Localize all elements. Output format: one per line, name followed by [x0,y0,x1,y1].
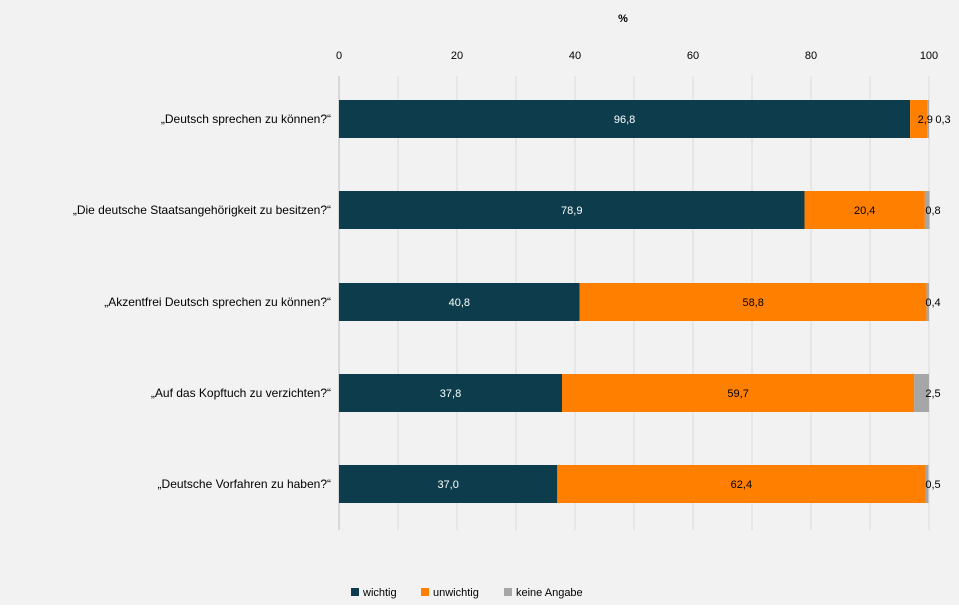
x-tick-label: 60 [687,50,699,62]
legend-item: wichtig [351,587,397,599]
bar-segment-unwichtig [579,283,927,321]
legend: wichtig unwichtig keine Angabe [351,587,583,599]
data-label: 96,8 [614,114,635,126]
bar-row: „Deutsche Vorfahren zu haben?“ 37,0 62,4 0,… [158,465,941,503]
data-label: 0,3 [935,114,950,126]
bar-row: „Deutsch sprechen zu können?“ 96,8 2,9 0,3 [161,100,951,138]
bar-segment-unwichtig [557,465,926,503]
x-tick-label: 40 [569,50,581,62]
legend-item: keine Angabe [504,587,583,599]
bar-segment-wichtig [339,283,580,321]
legend-swatch [421,588,429,596]
category-label: „Deutsche Vorfahren zu haben?“ [158,477,331,491]
bars: „Deutsch sprechen zu können?“ 96,8 2,9 0,3„… [73,100,951,503]
category-label: „Deutsch sprechen zu können?“ [161,112,331,126]
bar-segment-keine-Angabe [925,465,929,503]
legend-swatch [351,588,359,596]
legend-label: wichtig [362,587,397,599]
x-tick-label: 20 [451,50,463,62]
data-label: 0,4 [925,297,940,309]
x-tick-label: 100 [920,50,938,62]
legend-item: unwichtig [421,587,479,599]
data-label: 78,9 [561,205,582,217]
bar-segment-keine-Angabe [926,283,929,321]
category-label: „Akzentfrei Deutsch sprechen zu können?“ [104,295,331,309]
bar-segment-unwichtig [804,191,925,229]
x-tick-label: 0 [336,50,342,62]
data-label: 40,8 [449,297,470,309]
bar-row: „Auf das Kopftuch zu verzichten?“ 37,8 59,… [151,374,941,412]
x-axis-ticks: 0 20 40 60 80 100 [336,50,938,62]
bar-segment-wichtig [339,374,563,412]
category-label: „Die deutsche Staatsangehörigkeit zu bes… [73,203,331,217]
bar-row: „Die deutsche Staatsangehörigkeit zu bes… [73,191,941,229]
bar-segment-keine-Angabe [927,100,929,138]
x-tick-label: 80 [805,50,817,62]
data-label: 62,4 [731,479,752,491]
data-label: 58,8 [742,297,763,309]
data-label: 2,5 [925,388,940,400]
bar-segment-wichtig [339,465,558,503]
bar-segment-unwichtig [910,100,928,138]
data-label: 20,4 [854,205,875,217]
data-label: 37,0 [437,479,458,491]
bar-segment-unwichtig [562,374,915,412]
legend-label: unwichtig [433,587,479,599]
data-label: 0,8 [925,205,940,217]
bar-row: „Akzentfrei Deutsch sprechen zu können?“… [104,283,941,321]
bar-segment-keine-Angabe [914,374,929,412]
data-label: 2,9 [918,114,933,126]
bar-segment-keine-Angabe [924,191,930,229]
legend-label: keine Angabe [516,587,583,599]
bar-segment-wichtig [339,191,805,229]
bar-segment-wichtig [339,100,911,138]
data-label: 59,7 [727,388,748,400]
data-label: 37,8 [440,388,461,400]
legend-swatch [504,588,512,596]
category-label: „Auf das Kopftuch zu verzichten?“ [151,386,331,400]
data-label: 0,5 [925,479,940,491]
chart-title: % [618,13,628,25]
